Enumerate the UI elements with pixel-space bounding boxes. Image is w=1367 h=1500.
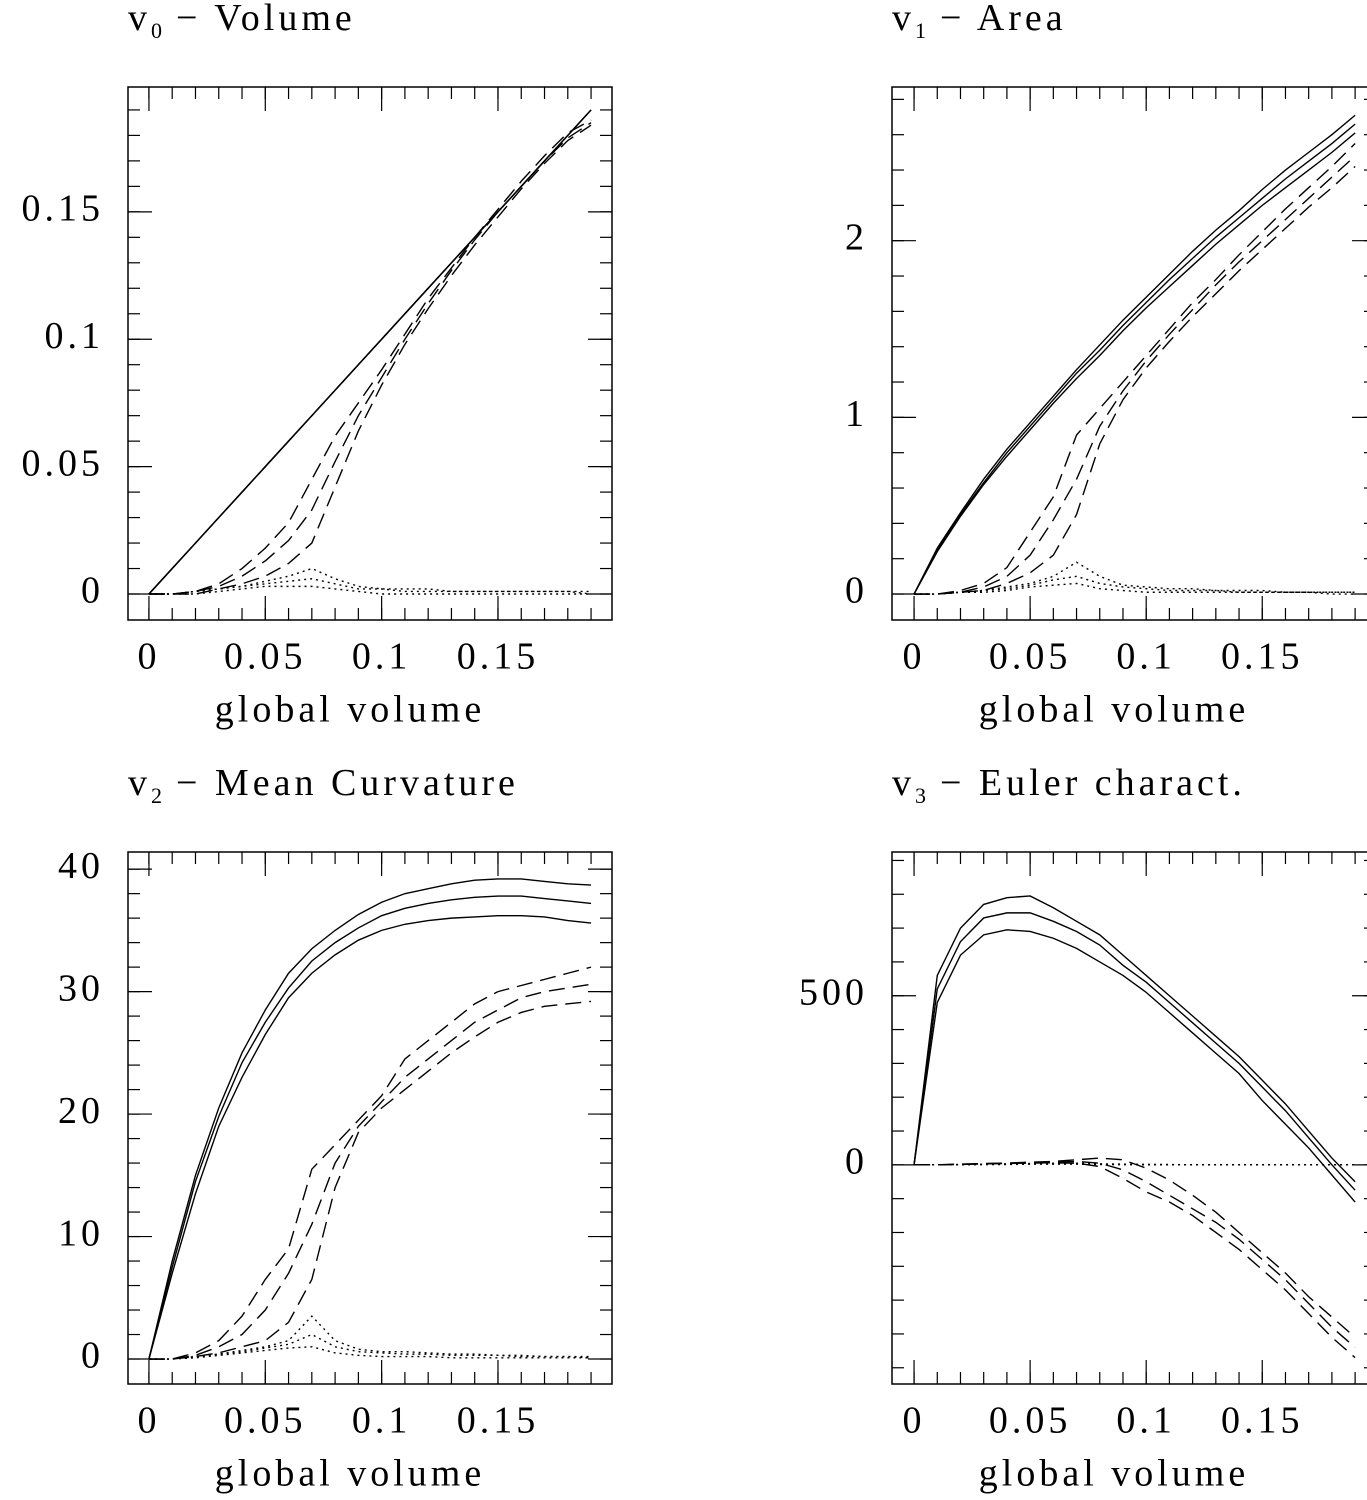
- title-text: − Volume: [176, 0, 356, 39]
- x-tick-label: 0.05: [224, 636, 307, 678]
- x-tick-label: 0: [903, 636, 926, 678]
- series-line: [914, 1162, 1356, 1359]
- series-line: [914, 582, 1356, 595]
- panel: v2 − Mean Curvature 0 0.05 0.1 0.15 0 10 20 30 40 g…: [58, 762, 613, 1495]
- series-line: [914, 575, 1356, 595]
- series-line: [913, 123, 1356, 595]
- series-line: [913, 912, 1356, 1191]
- series-line: [914, 155, 1356, 595]
- x-tick-label: 0.05: [989, 636, 1072, 678]
- series-line: [148, 578, 592, 595]
- plot-frame: [127, 86, 613, 621]
- y-tick-label: 0: [81, 1335, 104, 1377]
- series-line: [148, 878, 592, 1360]
- x-tick-label: 0.15: [457, 1400, 540, 1442]
- series-line: [148, 983, 592, 1360]
- panel-title: v3 − Euler charact.: [892, 762, 1246, 808]
- series-line: [913, 114, 1356, 595]
- y-tick-label: 1: [845, 393, 868, 435]
- y-tick-label: 10: [58, 1212, 104, 1254]
- series-line: [148, 966, 592, 1360]
- y-tick-label: 0: [845, 570, 868, 612]
- series-line: [913, 132, 1356, 595]
- title-subscript: 1: [915, 18, 926, 43]
- plot-frame: [891, 851, 1367, 1385]
- panel-title: v0 − Volume: [128, 0, 356, 43]
- y-tick-label: 0.15: [22, 188, 105, 230]
- y-tick-label: 0: [845, 1141, 868, 1183]
- series-line: [148, 1315, 592, 1360]
- y-tick-label: 0: [81, 570, 104, 612]
- x-tick-label: 0: [137, 636, 160, 678]
- title-text: − Area: [940, 0, 1067, 39]
- series-line: [148, 1333, 592, 1360]
- x-tick-label: 0.1: [352, 636, 412, 678]
- title-symbol: v: [892, 0, 915, 39]
- series-line: [914, 1163, 1356, 1166]
- series-line: [148, 1346, 592, 1360]
- x-axis-label: global volume: [979, 689, 1249, 731]
- series-line: [148, 1000, 592, 1360]
- x-tick-label: 0.1: [1116, 636, 1176, 678]
- series-line: [913, 929, 1356, 1203]
- y-tick-label: 0.05: [22, 442, 105, 484]
- panel-title: v2 − Mean Curvature: [128, 762, 519, 808]
- series-line: [914, 143, 1356, 595]
- title-symbol: v: [892, 762, 915, 804]
- series-line: [148, 109, 592, 595]
- x-tick-label: 0.15: [1221, 636, 1304, 678]
- x-tick-label: 0.15: [1221, 1400, 1304, 1442]
- series-line: [148, 585, 592, 595]
- x-tick-label: 0: [137, 1400, 160, 1442]
- title-symbol: v: [128, 0, 151, 39]
- title-subscript: 0: [151, 18, 162, 43]
- x-axis-label: global volume: [979, 1453, 1249, 1495]
- x-tick-label: 0: [903, 1400, 926, 1442]
- series-line: [914, 1160, 1356, 1348]
- panel-title: v1 − Area: [892, 0, 1067, 43]
- title-subscript: 3: [915, 783, 926, 808]
- x-tick-label: 0.05: [989, 1400, 1072, 1442]
- title-text: − Mean Curvature: [176, 762, 519, 804]
- plot-frame: [891, 86, 1367, 621]
- y-tick-label: 30: [58, 967, 104, 1009]
- x-tick-label: 0.1: [1116, 1400, 1176, 1442]
- series-line: [914, 165, 1356, 595]
- x-tick-label: 0.1: [352, 1400, 412, 1442]
- series-line: [148, 124, 592, 595]
- y-tick-label: 0.1: [45, 315, 105, 357]
- series-line: [148, 567, 592, 595]
- x-axis-label: global volume: [215, 1453, 485, 1495]
- x-axis-label: global volume: [215, 689, 485, 731]
- y-tick-label: 500: [799, 971, 868, 1013]
- x-tick-label: 0.05: [224, 1400, 307, 1442]
- y-tick-label: 20: [58, 1090, 104, 1132]
- title-subscript: 2: [151, 783, 162, 808]
- title-text: − Euler charact.: [940, 762, 1246, 804]
- series-line: [914, 561, 1356, 595]
- y-tick-label: 2: [845, 216, 868, 258]
- x-tick-label: 0.15: [457, 636, 540, 678]
- title-symbol: v: [128, 762, 151, 804]
- y-tick-label: 40: [58, 845, 104, 887]
- plot-frame: [127, 851, 613, 1385]
- series-line: [148, 119, 592, 595]
- series-line: [913, 895, 1356, 1183]
- panel: v3 − Euler charact. 0 0.05 0.1 0.15 0 500 global…: [799, 762, 1367, 1495]
- series-line: [148, 122, 592, 595]
- series-line: [148, 895, 592, 1360]
- series-line: [148, 914, 592, 1360]
